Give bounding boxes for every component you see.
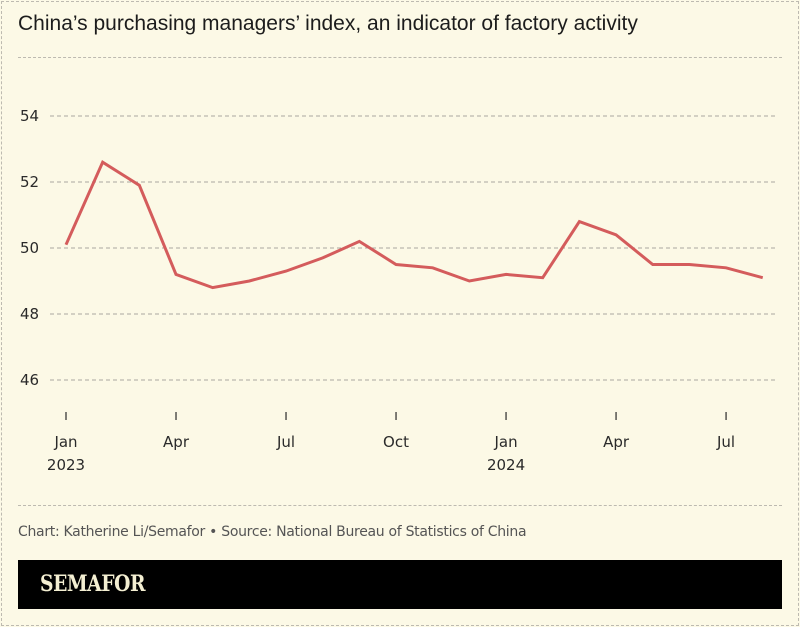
series-line-pmi bbox=[64, 160, 764, 290]
brand-bar: SEMAFOR bbox=[18, 560, 782, 609]
x-tick-label: Jan bbox=[53, 433, 77, 451]
y-tick-label: 46 bbox=[20, 371, 39, 389]
y-tick-label: 52 bbox=[20, 173, 39, 191]
y-tick-label: 54 bbox=[20, 107, 39, 125]
x-tick-label: Jul bbox=[276, 433, 295, 451]
x-tick-label: Jul bbox=[716, 433, 735, 451]
semafor-logo: SEMAFOR bbox=[40, 571, 146, 597]
x-tick-year-label: 2023 bbox=[47, 456, 85, 474]
chart-title: China’s purchasing managers’ index, an i… bbox=[18, 12, 638, 35]
x-tick-label: Jan bbox=[493, 433, 517, 451]
bottom-divider bbox=[18, 505, 782, 506]
top-divider bbox=[18, 57, 782, 58]
line-chart: 46 48 50 52 54 Jan 2023 Apr Jul Oct Jan 2024 Apr Jul bbox=[20, 107, 778, 474]
x-tick-label: Oct bbox=[383, 433, 409, 451]
y-tick-label: 48 bbox=[20, 305, 39, 323]
x-tick-year-label: 2024 bbox=[487, 456, 525, 474]
x-tick-label: Apr bbox=[603, 433, 630, 451]
chart-credit: Chart: Katherine Li/Semafor • Source: Na… bbox=[18, 524, 527, 540]
x-tick-label: Apr bbox=[163, 433, 190, 451]
y-tick-label: 50 bbox=[20, 239, 39, 257]
